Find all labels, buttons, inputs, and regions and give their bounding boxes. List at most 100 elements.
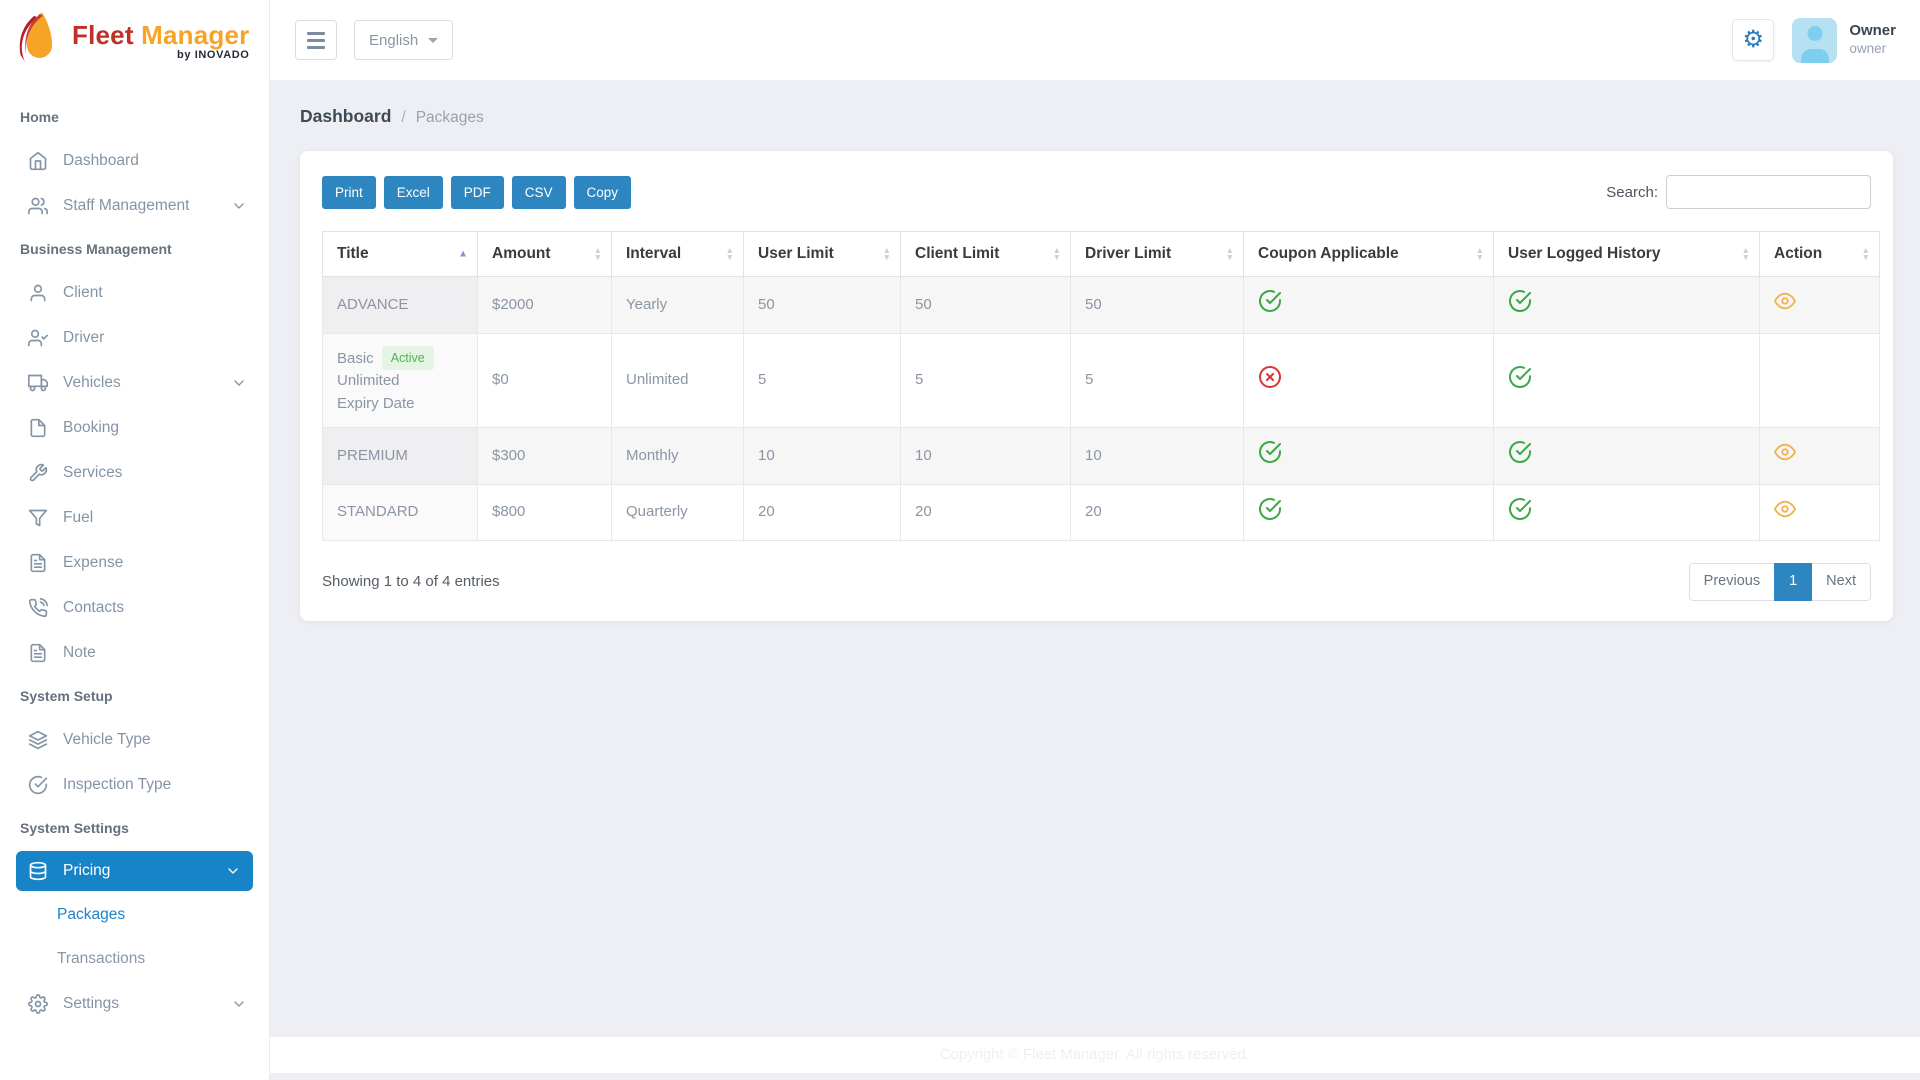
column-label: Client Limit [915, 245, 1000, 262]
status-badge: Active [381, 345, 434, 371]
sidebar-item-inspection-type[interactable]: Inspection Type [0, 762, 269, 807]
user-name: Owner [1849, 22, 1896, 40]
column-header-amount[interactable]: Amount ▲ ▼ [477, 231, 612, 277]
column-label: Title [337, 245, 369, 262]
column-header-action[interactable]: Action ▲ ▼ [1759, 231, 1880, 277]
main-content: Dashboard / Packages Print Excel PDF CSV Cop… [270, 80, 1920, 1080]
csv-button[interactable]: CSV [511, 175, 566, 209]
copy-button[interactable]: Copy [573, 175, 632, 209]
sidebar-item-label: Vehicles [63, 373, 121, 391]
previous-page-button[interactable]: Previous [1688, 563, 1776, 601]
sidebar-item-vehicles[interactable]: Vehicles [0, 360, 269, 405]
sort-icons: ▲ ▼ [1861, 245, 1870, 262]
column-header-user-logged-history[interactable]: User Logged History ▲ ▼ [1493, 231, 1760, 277]
sidebar-item-driver[interactable]: Driver [0, 315, 269, 360]
page-footer: Copyright © Fleet Manager. All rights re… [270, 1037, 1920, 1073]
cell-user-logged-history [1493, 332, 1760, 429]
cell-amount: $300 [477, 427, 612, 485]
sidebar-item-fuel[interactable]: Fuel [0, 495, 269, 540]
gear-icon: ⚙ [1742, 26, 1765, 53]
cell-user-logged-history [1493, 427, 1760, 485]
sidebar-subitem-transactions[interactable]: Transactions [57, 950, 146, 967]
pdf-button[interactable]: PDF [450, 175, 504, 209]
cell-driver-limit: 10 [1070, 427, 1244, 485]
column-header-client-limit[interactable]: Client Limit ▲ ▼ [900, 231, 1071, 277]
layers-icon [28, 730, 48, 750]
excel-button[interactable]: Excel [383, 175, 443, 209]
breadcrumb-packages: Packages [415, 109, 484, 126]
column-header-driver-limit[interactable]: Driver Limit ▲ ▼ [1070, 231, 1244, 277]
cell-coupon-applicable [1243, 483, 1494, 542]
language-dropdown[interactable]: English [354, 20, 454, 60]
hamburger-icon [307, 31, 325, 35]
package-note: Unlimited Expiry Date [337, 372, 415, 412]
menu-toggle-button[interactable] [295, 20, 337, 60]
cell-coupon-applicable [1243, 276, 1494, 334]
column-label: Interval [626, 245, 682, 262]
column-header-interval[interactable]: Interval ▲ ▼ [611, 231, 744, 277]
cell-coupon-applicable [1243, 332, 1494, 429]
cell-title: Basic Active Unlimited Expiry Date [322, 332, 478, 429]
table-row-advance: ADVANCE $2000 Yearly 50 50 50 [322, 276, 1880, 334]
sidebar-item-pricing[interactable]: Pricing [16, 851, 253, 891]
column-label: Driver Limit [1085, 245, 1172, 262]
package-title: ADVANCE [337, 295, 409, 313]
column-header-user-limit[interactable]: User Limit ▲ ▼ [743, 231, 901, 277]
logo[interactable]: Fleet Manager by INOVADO [0, 0, 269, 80]
phone-call-icon [28, 597, 48, 618]
avatar[interactable] [1792, 17, 1838, 63]
cell-title: ADVANCE [322, 276, 478, 334]
sidebar-item-contacts[interactable]: Contacts [0, 585, 269, 630]
sort-icons: ▲ ▼ [882, 245, 891, 262]
sidebar-item-note[interactable]: Note [0, 630, 269, 675]
cell-title: STANDARD [322, 483, 478, 542]
cell-user-logged-history [1493, 483, 1760, 542]
table-toolbar: Print Excel PDF CSV Copy Search: [322, 175, 1871, 209]
eye-icon[interactable] [1774, 290, 1796, 312]
cell-user-limit: 20 [743, 483, 901, 542]
sidebar-item-client[interactable]: Client [0, 270, 269, 315]
eye-icon[interactable] [1774, 498, 1796, 520]
sidebar-item-settings[interactable]: Settings [0, 981, 269, 1026]
sidebar-item-dashboard[interactable]: Dashboard [0, 138, 269, 183]
print-button[interactable]: Print [322, 175, 376, 209]
breadcrumb-dashboard[interactable]: Dashboard [300, 106, 392, 126]
sort-asc-icon: ▲ [458, 248, 468, 260]
cell-user-logged-history [1493, 276, 1760, 334]
cell-driver-limit: 20 [1070, 483, 1244, 542]
sidebar-item-expense[interactable]: Expense [0, 540, 269, 585]
cell-client-limit: 10 [900, 427, 1071, 485]
sidebar-item-services[interactable]: Services [0, 450, 269, 495]
cell-interval: Quarterly [611, 483, 744, 542]
sidebar-subitem-packages[interactable]: Packages [57, 906, 126, 923]
cell-interval: Monthly [611, 427, 744, 485]
sidebar-item-booking[interactable]: Booking [0, 405, 269, 450]
column-label: Action [1774, 245, 1823, 262]
package-title: PREMIUM [337, 446, 408, 464]
sidebar-item-label: Driver [63, 328, 105, 346]
cell-driver-limit: 50 [1070, 276, 1244, 334]
package-title: STANDARD [337, 503, 419, 521]
user-check-icon [28, 328, 48, 348]
sidebar-item-staff-management[interactable]: Staff Management [0, 183, 269, 228]
sidebar-item-label: Inspection Type [63, 775, 172, 793]
search-input[interactable] [1666, 175, 1871, 209]
copyright-text: Copyright © Fleet Manager. All rights re… [939, 1047, 1251, 1063]
next-page-button[interactable]: Next [1811, 563, 1871, 601]
sort-icons: ▲ ▼ [1475, 245, 1484, 262]
user-block[interactable]: Owner owner [1849, 22, 1896, 58]
sort-icons: ▲ ▼ [1225, 245, 1234, 262]
page-number-button[interactable]: 1 [1774, 563, 1813, 601]
sidebar-item-label: Note [63, 643, 96, 661]
cell-client-limit: 20 [900, 483, 1071, 542]
settings-button[interactable]: ⚙ [1732, 19, 1775, 61]
settings-icon [28, 993, 48, 1014]
column-header-title[interactable]: Title ▲ [322, 231, 478, 277]
cell-user-limit: 10 [743, 427, 901, 485]
eye-icon[interactable] [1774, 441, 1796, 463]
column-header-coupon-applicable[interactable]: Coupon Applicable ▲ ▼ [1243, 231, 1494, 277]
column-label: Coupon Applicable [1258, 245, 1399, 262]
sidebar-item-vehicle-type[interactable]: Vehicle Type [0, 717, 269, 762]
sort-icons: ▲ ▼ [725, 245, 734, 262]
chevron-down-icon [231, 996, 247, 1012]
